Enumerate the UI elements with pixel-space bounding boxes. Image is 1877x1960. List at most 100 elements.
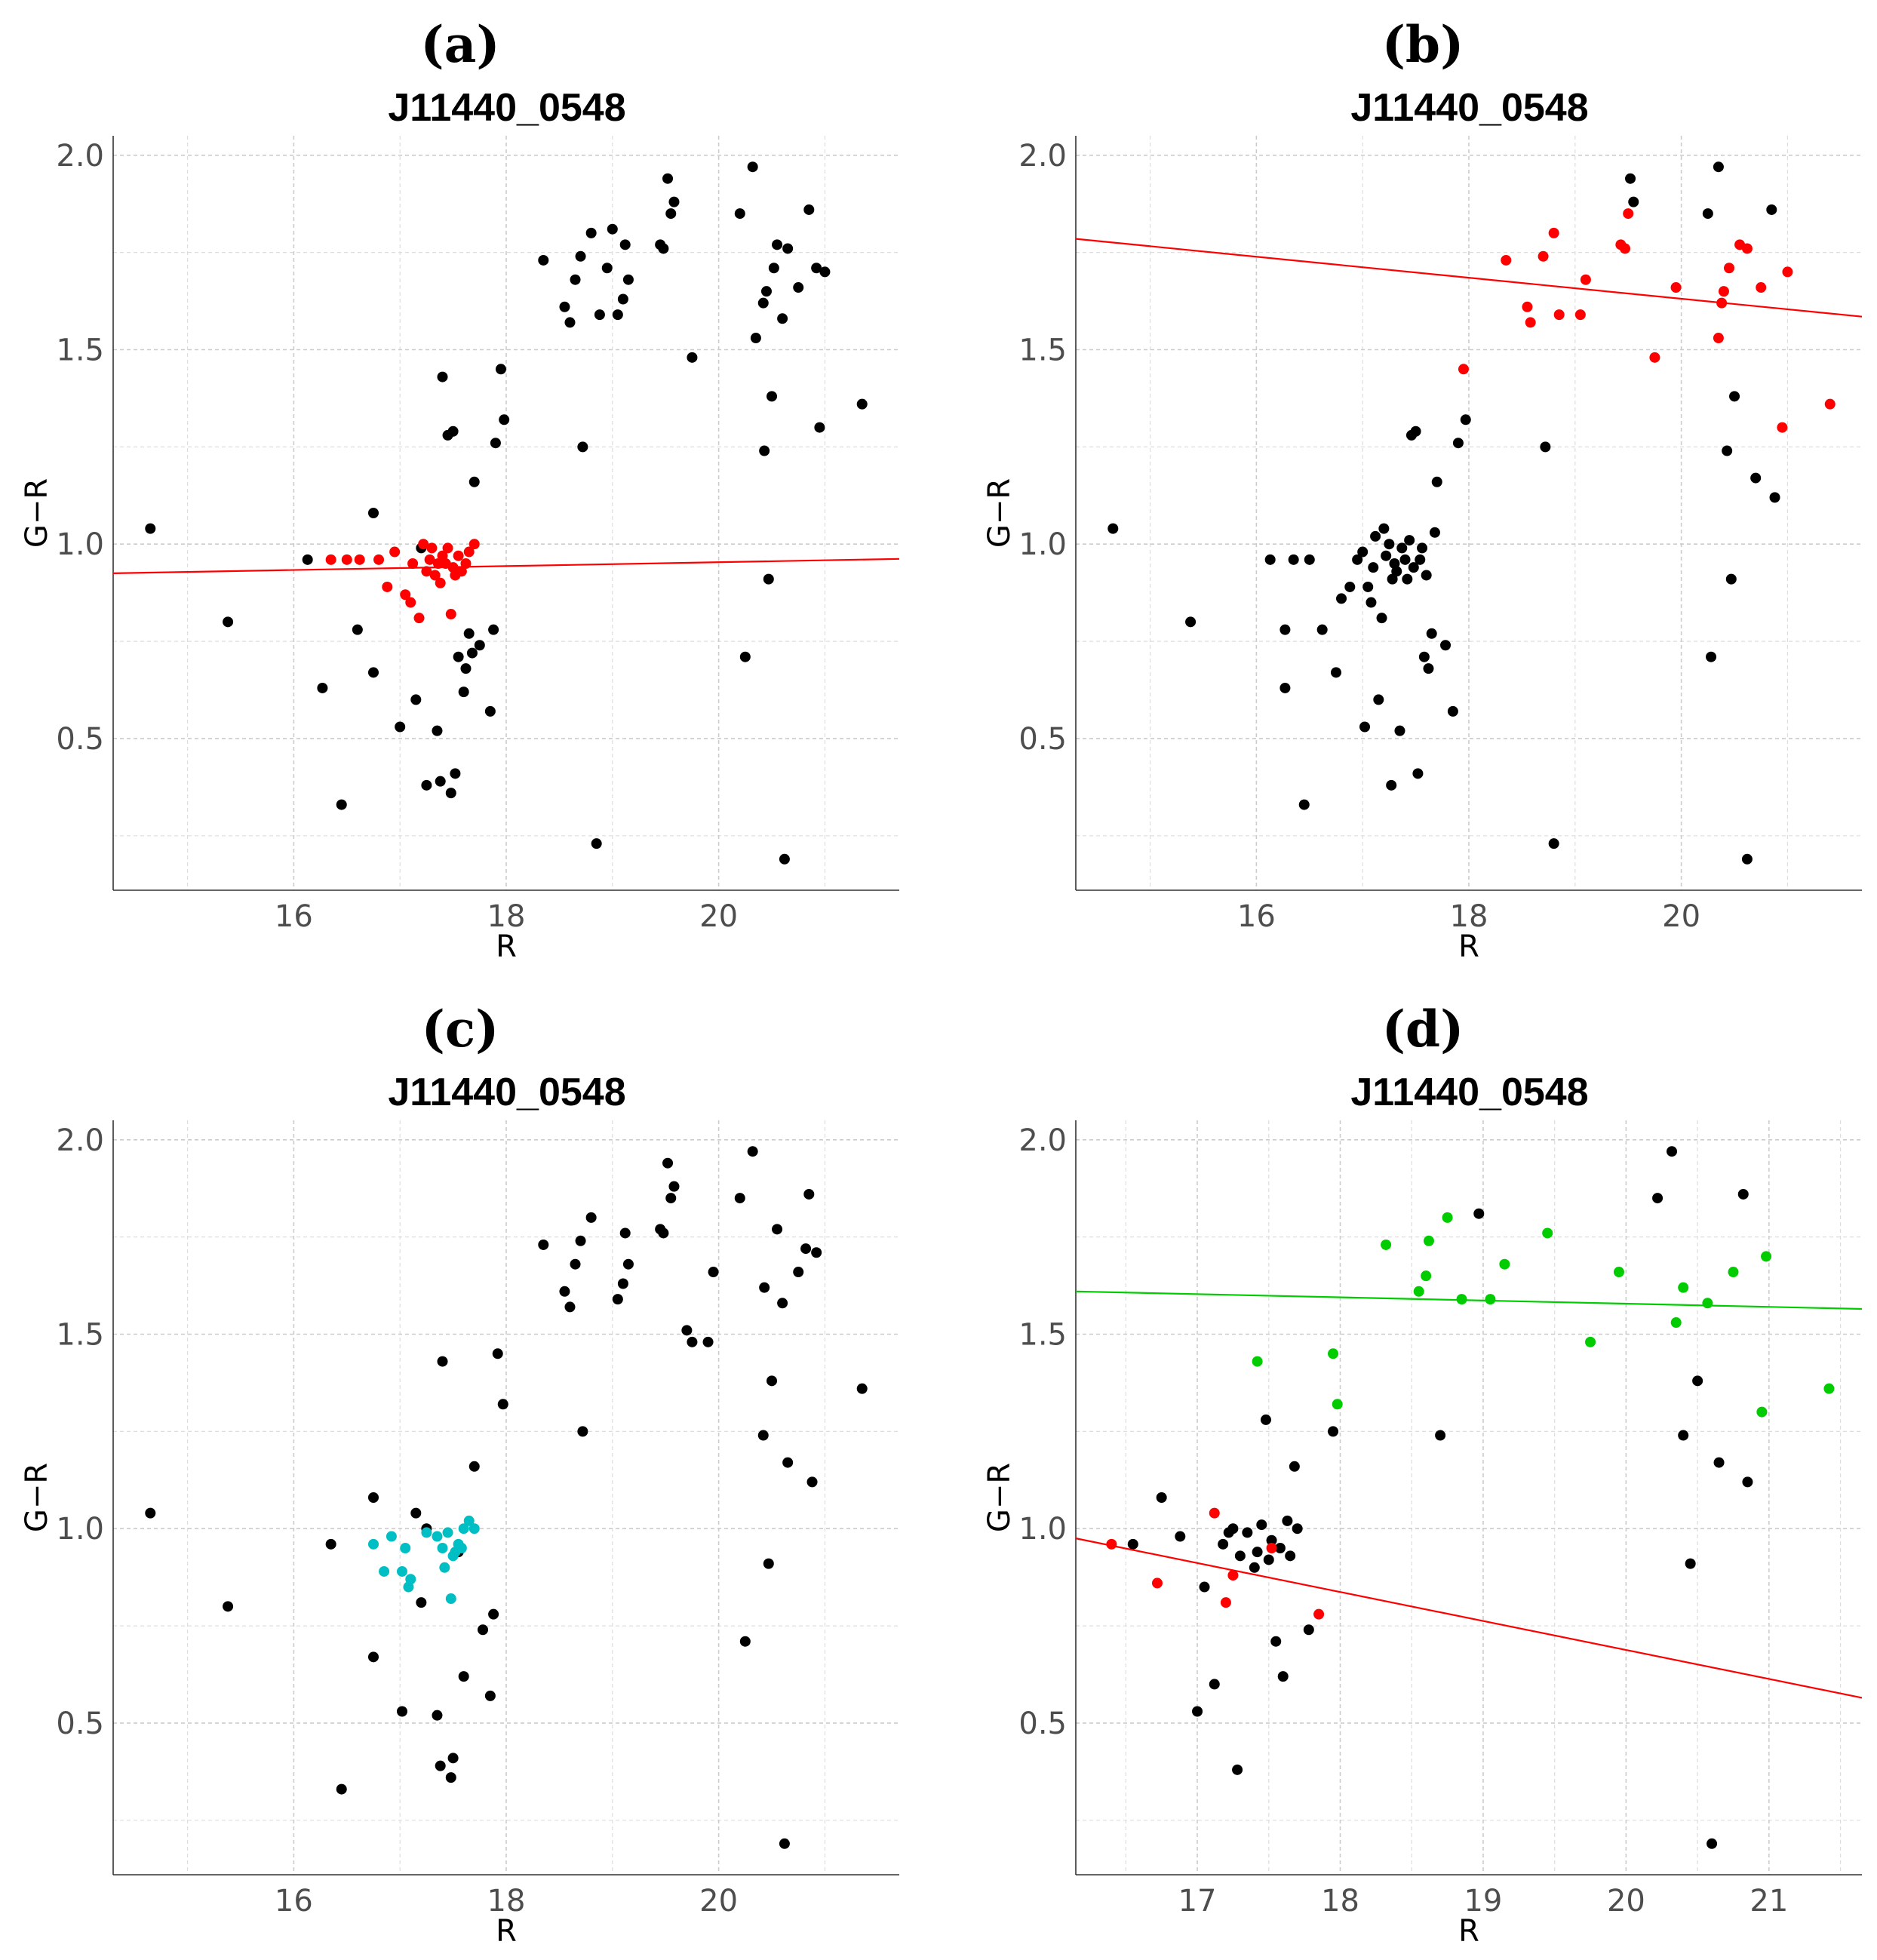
- data-point: [389, 546, 401, 558]
- data-point: [1289, 1461, 1300, 1472]
- data-point: [1227, 1570, 1239, 1581]
- data-point: [779, 853, 790, 865]
- data-point: [400, 1543, 411, 1554]
- data-point: [463, 628, 475, 639]
- data-point: [734, 208, 745, 220]
- data-point: [488, 1608, 499, 1620]
- data-point: [484, 705, 496, 717]
- data-point: [1756, 1406, 1768, 1418]
- data-point: [750, 333, 761, 344]
- data-point: [800, 1243, 812, 1255]
- data-point: [1421, 570, 1432, 581]
- data-point: [397, 1706, 408, 1717]
- data-point: [1277, 1671, 1289, 1682]
- data-point: [793, 1267, 804, 1278]
- data-point: [421, 566, 432, 577]
- data-point: [1127, 1538, 1138, 1550]
- data-point: [601, 263, 613, 274]
- data-point: [1368, 562, 1379, 573]
- data-point: [426, 542, 438, 554]
- data-point: [435, 1760, 446, 1771]
- data-point: [456, 566, 467, 577]
- chart-title: J11440_0548: [388, 86, 625, 130]
- data-point: [607, 223, 618, 235]
- panel-label: (c): [422, 1000, 499, 1058]
- data-point: [442, 1527, 453, 1538]
- data-point: [1423, 1235, 1434, 1246]
- data-point: [1460, 414, 1471, 425]
- y-tick-label: 1.5: [56, 1318, 104, 1353]
- data-point: [1713, 161, 1724, 173]
- data-point: [367, 667, 379, 678]
- y-tick-label: 1.5: [1018, 333, 1067, 368]
- data-point: [1336, 593, 1347, 604]
- data-point: [793, 282, 804, 293]
- data-point: [1501, 254, 1512, 266]
- data-point: [1402, 573, 1413, 585]
- data-point: [1649, 352, 1660, 363]
- data-point: [1458, 364, 1469, 375]
- data-point: [1376, 613, 1387, 624]
- data-point: [468, 1523, 480, 1535]
- chart-title: J11440_0548: [1350, 1071, 1588, 1114]
- data-point: [1678, 1282, 1689, 1293]
- data-point: [325, 554, 336, 565]
- data-point: [145, 523, 156, 534]
- data-point: [456, 1543, 467, 1554]
- data-point: [585, 1212, 597, 1223]
- y-tick-label: 0.5: [56, 722, 104, 757]
- data-point: [1264, 554, 1276, 565]
- data-point: [803, 204, 815, 215]
- data-point: [622, 1258, 634, 1270]
- y-tick-label: 0.5: [1018, 1707, 1067, 1741]
- data-point: [1328, 1426, 1339, 1437]
- data-point: [1352, 554, 1363, 565]
- data-point: [757, 1430, 769, 1441]
- x-axis-label: R: [1458, 929, 1479, 964]
- data-point: [1328, 1348, 1339, 1359]
- fit-line: [1075, 238, 1863, 318]
- x-axis-label: R: [1458, 1914, 1479, 1949]
- data-point: [1728, 1267, 1739, 1278]
- data-point: [1279, 682, 1291, 693]
- data-point: [594, 309, 605, 321]
- data-point: [687, 1336, 698, 1347]
- data-point: [439, 1562, 450, 1573]
- data-point: [814, 422, 825, 433]
- data-point: [1782, 266, 1793, 278]
- data-point: [495, 364, 506, 375]
- data-point: [447, 425, 459, 437]
- y-tick-label: 0.5: [56, 1707, 104, 1741]
- data-point: [445, 788, 456, 799]
- data-point: [468, 476, 480, 487]
- data-point: [325, 1538, 336, 1550]
- data-point: [418, 539, 429, 550]
- data-point: [432, 1710, 443, 1721]
- data-point: [856, 1383, 868, 1394]
- data-point: [1769, 492, 1780, 503]
- x-tick-label: 18: [487, 1884, 526, 1919]
- data-point: [1304, 554, 1315, 565]
- data-point: [1209, 1679, 1220, 1690]
- data-point: [458, 1523, 469, 1535]
- data-point: [772, 239, 783, 250]
- data-point: [1408, 562, 1419, 573]
- data-point: [410, 1507, 422, 1519]
- data-point: [367, 508, 379, 518]
- data-point: [763, 573, 774, 585]
- data-point: [458, 687, 469, 698]
- y-tick-label: 1.0: [56, 527, 104, 562]
- data-point: [416, 1597, 427, 1608]
- data-point: [681, 1325, 693, 1336]
- data-point: [1725, 573, 1737, 585]
- data-point: [1330, 667, 1341, 678]
- data-point: [1274, 1543, 1286, 1554]
- data-point: [1209, 1507, 1220, 1519]
- data-point: [1279, 624, 1291, 635]
- data-point: [435, 776, 446, 787]
- data-point: [463, 1515, 475, 1526]
- data-point: [1332, 1399, 1343, 1410]
- data-point: [397, 1565, 408, 1577]
- data-point: [442, 542, 453, 554]
- data-point: [1623, 208, 1634, 220]
